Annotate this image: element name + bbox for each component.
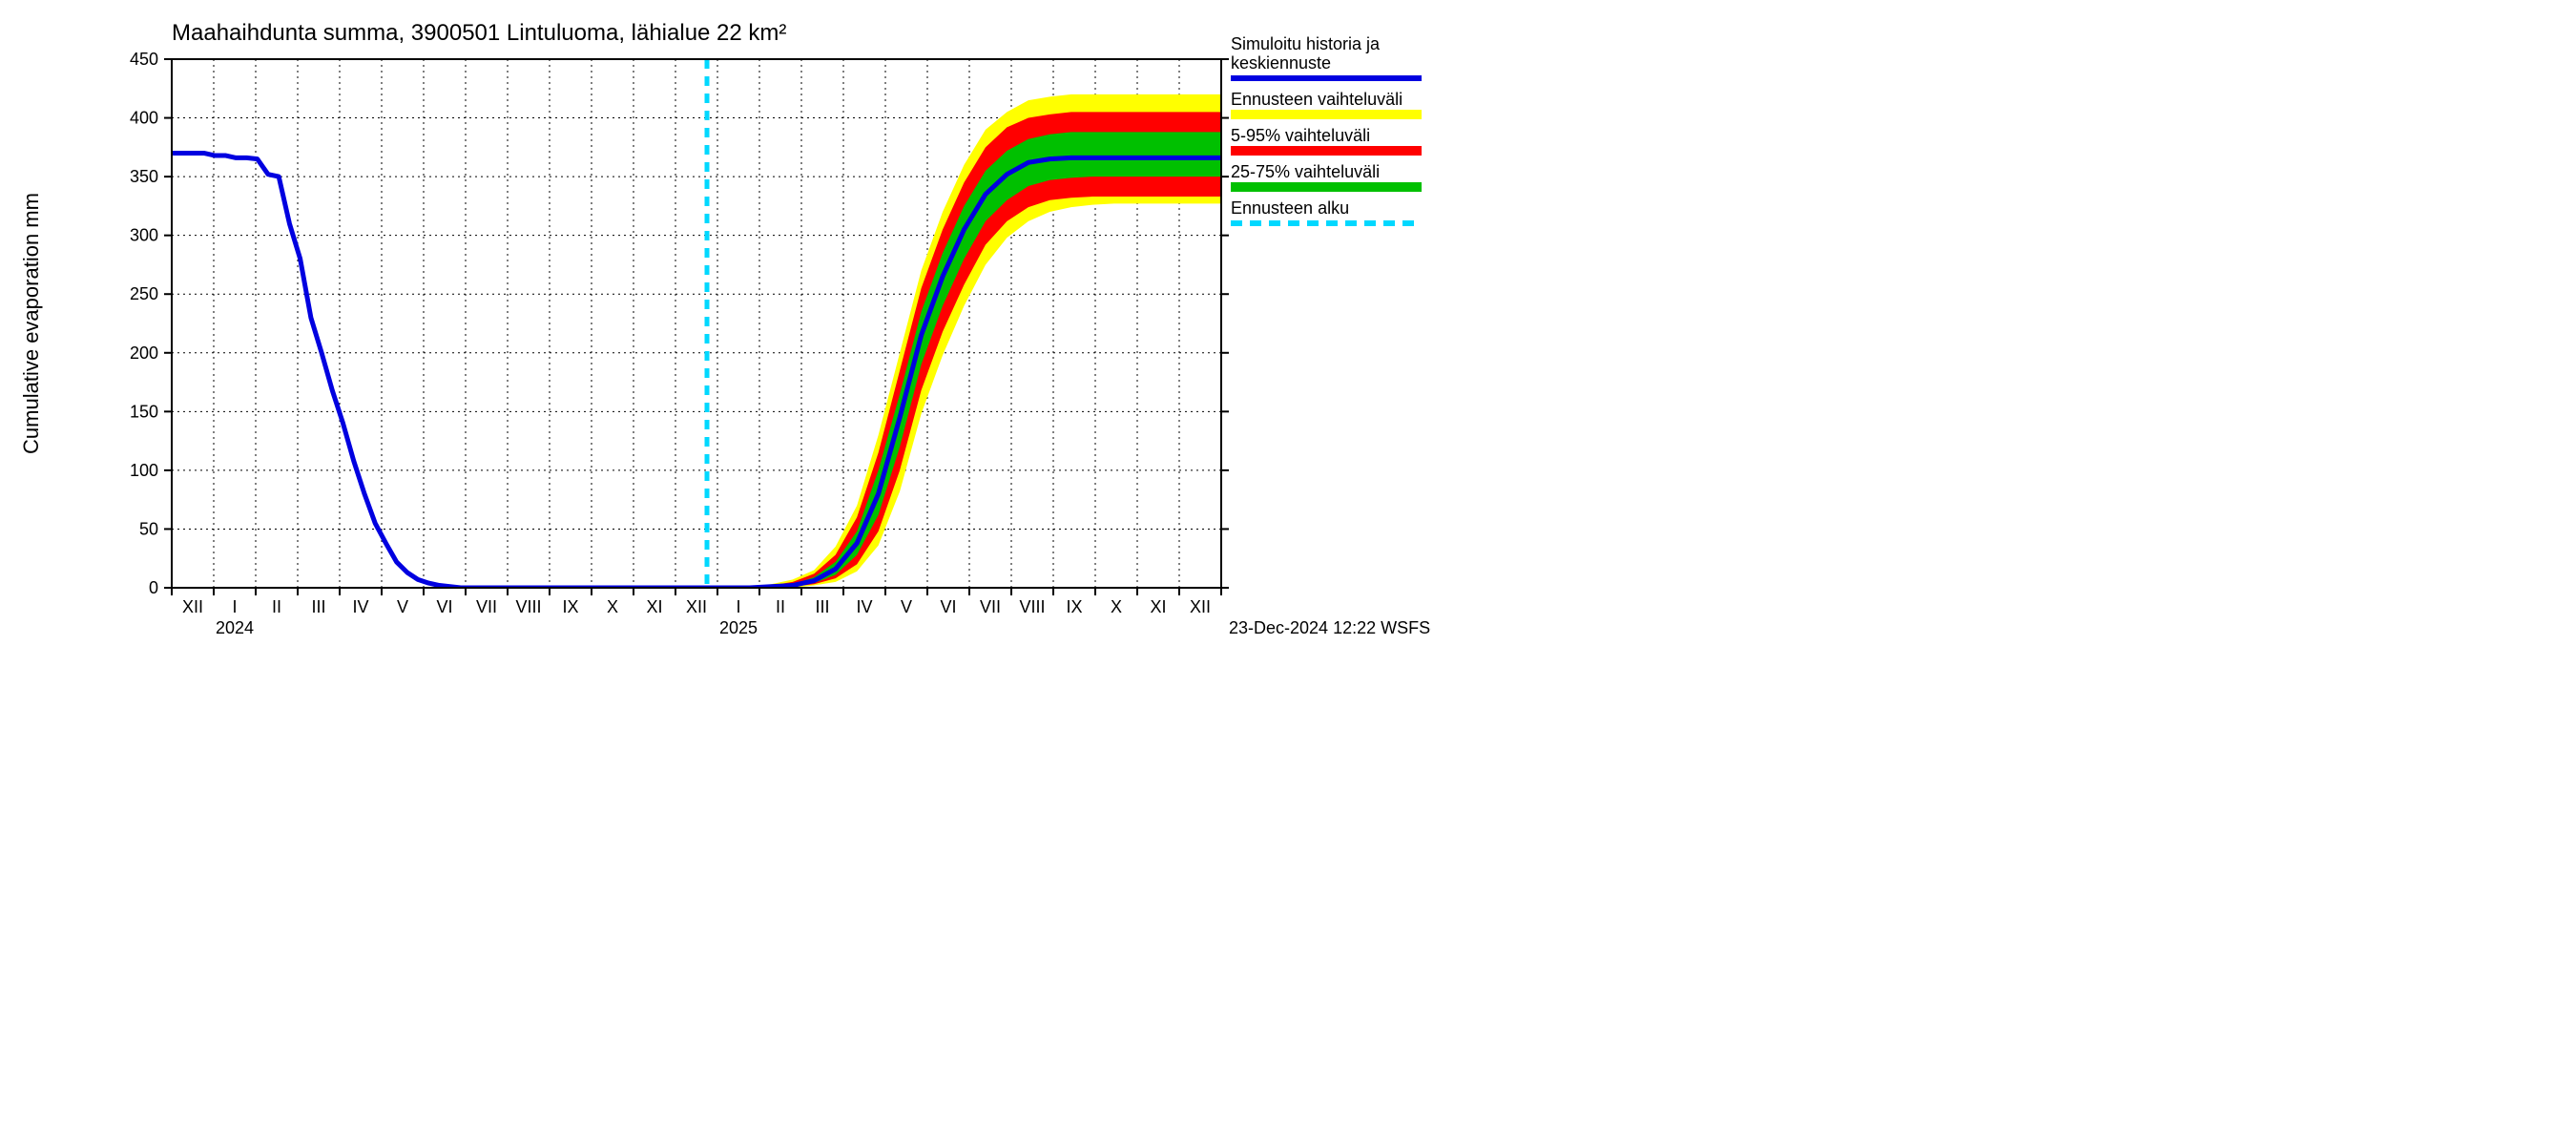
xtick-label: VII	[476, 597, 497, 616]
xtick-label: IV	[352, 597, 368, 616]
legend-swatch-fill	[1231, 110, 1422, 119]
xtick-label: VI	[940, 597, 956, 616]
legend-label: 5-95% vaihteluväli	[1231, 126, 1370, 145]
legend-label: keskiennuste	[1231, 53, 1331, 73]
xtick-label: X	[1111, 597, 1122, 616]
xtick-label: V	[901, 597, 912, 616]
xtick-label: VI	[436, 597, 452, 616]
xtick-label: X	[607, 597, 618, 616]
ytick-label: 0	[149, 578, 158, 597]
ytick-label: 400	[130, 109, 158, 128]
xtick-label: XI	[1150, 597, 1166, 616]
xtick-label: VIII	[1019, 597, 1045, 616]
ytick-label: 100	[130, 461, 158, 480]
ytick-label: 350	[130, 167, 158, 186]
xtick-label: XII	[686, 597, 707, 616]
legend-label: 25-75% vaihteluväli	[1231, 162, 1380, 181]
xtick-label: IX	[1066, 597, 1082, 616]
xtick-label: III	[815, 597, 829, 616]
xtick-label: XI	[646, 597, 662, 616]
xtick-label: III	[311, 597, 325, 616]
xtick-label: I	[736, 597, 740, 616]
legend-swatch-fill	[1231, 182, 1422, 192]
y-axis-label: Cumulative evaporation mm	[19, 193, 43, 454]
ytick-label: 50	[139, 519, 158, 538]
xtick-label: IX	[562, 597, 578, 616]
xtick-label: XII	[1190, 597, 1211, 616]
ytick-label: 150	[130, 402, 158, 421]
ytick-label: 200	[130, 344, 158, 363]
legend-label: Ennusteen vaihteluväli	[1231, 90, 1402, 109]
xtick-label: II	[776, 597, 785, 616]
xtick-label: V	[397, 597, 408, 616]
xtick-label: VIII	[515, 597, 541, 616]
xtick-label: VII	[980, 597, 1001, 616]
xtick-label: II	[272, 597, 281, 616]
ytick-label: 450	[130, 50, 158, 69]
xtick-label: IV	[856, 597, 872, 616]
chart-footer: 23-Dec-2024 12:22 WSFS-O	[1229, 618, 1431, 637]
legend-label: Simuloitu historia ja	[1231, 34, 1381, 53]
legend-label: Ennusteen alku	[1231, 198, 1349, 218]
chart-title: Maahaihdunta summa, 3900501 Lintuluoma, …	[172, 20, 786, 46]
ytick-label: 300	[130, 226, 158, 245]
x-year-label: 2025	[719, 618, 758, 637]
ytick-label: 250	[130, 284, 158, 303]
xtick-label: I	[232, 597, 237, 616]
legend-swatch-fill	[1231, 146, 1422, 156]
xtick-label: XII	[182, 597, 203, 616]
x-year-label: 2024	[216, 618, 254, 637]
